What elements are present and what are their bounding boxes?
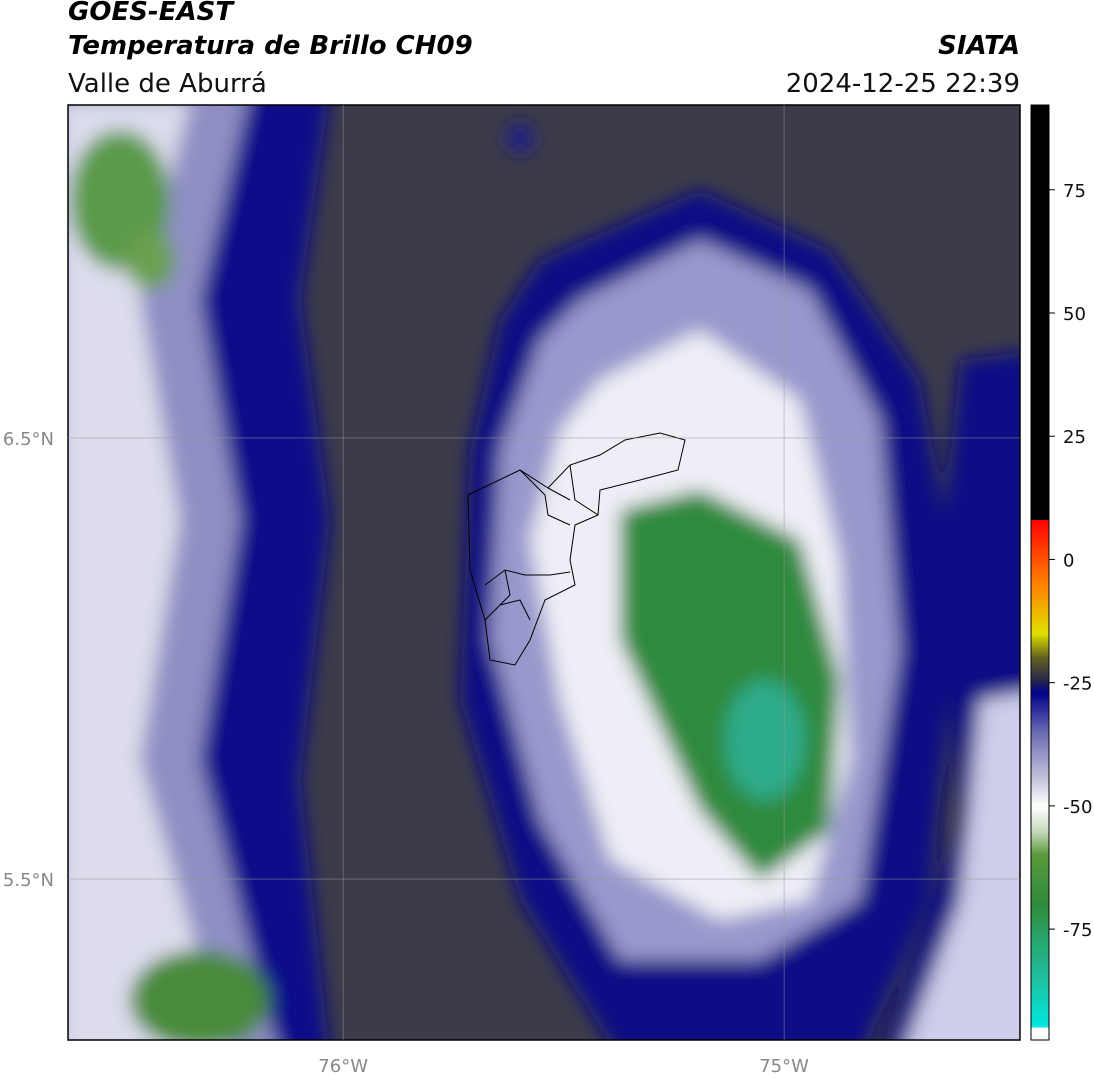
colorbar-tick-label: -75 bbox=[1063, 920, 1092, 941]
colorbar-tick-label: 75 bbox=[1063, 181, 1086, 202]
lat-tick-label: 6.5°N bbox=[3, 429, 54, 450]
colorbar-tick-label: -50 bbox=[1063, 797, 1092, 818]
region: Valle de Aburrá bbox=[68, 69, 267, 99]
lat-tick-label: 5.5°N bbox=[3, 870, 54, 891]
timestamp: 2024-12-25 22:39 bbox=[786, 69, 1020, 99]
lon-tick-label: 75°W bbox=[759, 1056, 809, 1077]
lon-tick-label: 76°W bbox=[318, 1056, 368, 1077]
colorbar: 75 50 25 0 -25 -50 -75 bbox=[1030, 104, 1092, 1041]
colorbar-scale bbox=[1030, 104, 1050, 1041]
satellite-image bbox=[68, 105, 1020, 1040]
title: GOES-EAST bbox=[68, 0, 235, 27]
map-frame bbox=[67, 104, 1021, 1041]
colorbar-tick-label: 50 bbox=[1063, 304, 1086, 325]
colorbar-tick-label: 25 bbox=[1063, 427, 1086, 448]
source: SIATA bbox=[938, 31, 1020, 61]
colorbar-tick-label: -25 bbox=[1063, 674, 1092, 695]
colorbar-tick-label: 0 bbox=[1063, 550, 1074, 571]
subtitle: Temperatura de Brillo CH09 bbox=[68, 31, 473, 61]
